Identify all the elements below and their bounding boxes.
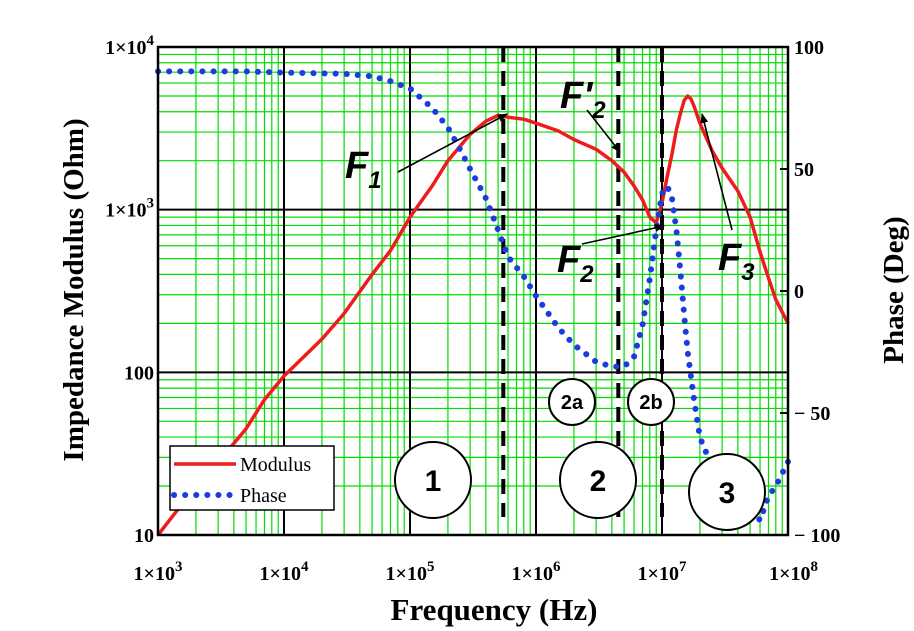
region-1-circle: 1 bbox=[394, 441, 472, 519]
region-2-circle: 2 bbox=[559, 441, 637, 519]
x-tick-label: 1×104 bbox=[260, 559, 309, 585]
f1-label: F1 bbox=[345, 145, 382, 194]
x-tick-label: 1×103 bbox=[134, 559, 183, 585]
f2-label: F2 bbox=[557, 239, 594, 288]
f1-arrow bbox=[397, 113, 508, 173]
f3-label: F3 bbox=[718, 237, 755, 286]
y2-tick-label: − 100 bbox=[794, 525, 840, 547]
modulus-series-line bbox=[156, 94, 790, 537]
left-axis-ticks: 10 100 1×103 1×104 bbox=[105, 33, 154, 547]
svg-text:1: 1 bbox=[425, 465, 442, 498]
svg-text:2b: 2b bbox=[639, 392, 662, 414]
y2-tick-label: 0 bbox=[794, 281, 804, 303]
legend-label-modulus: Modulus bbox=[240, 454, 311, 476]
x-axis-title: Frequency (Hz) bbox=[391, 592, 598, 627]
f3-arrow bbox=[700, 113, 733, 231]
y-tick-label: 1×103 bbox=[105, 196, 154, 222]
legend: Modulus Phase bbox=[169, 445, 335, 511]
svg-text:3: 3 bbox=[719, 477, 736, 510]
y2-tick-label: − 50 bbox=[794, 403, 830, 425]
x-tick-label: 1×107 bbox=[638, 559, 687, 585]
region-2a-circle: 2a bbox=[548, 378, 596, 426]
x-tick-label: 1×106 bbox=[512, 559, 561, 585]
y-tick-label: 10 bbox=[134, 525, 154, 547]
y-tick-label: 1×104 bbox=[105, 33, 154, 59]
svg-text:2: 2 bbox=[590, 465, 607, 498]
f2-prime-label: F'2 bbox=[560, 75, 606, 124]
y-axis-title: Impedance Modulus (Ohm) bbox=[58, 118, 90, 461]
f2-arrow bbox=[581, 224, 665, 245]
region-2b-circle: 2b bbox=[627, 378, 675, 426]
y2-tick-label: 50 bbox=[794, 159, 814, 181]
x-tick-label: 1×105 bbox=[386, 559, 435, 585]
legend-box bbox=[169, 445, 335, 511]
frequency-markers bbox=[501, 47, 664, 517]
y2-tick-label: 100 bbox=[794, 37, 824, 59]
f2-prime-arrow bbox=[586, 109, 621, 153]
minor-gridlines bbox=[158, 47, 788, 535]
y2-axis-title: Phase (Deg) bbox=[878, 216, 910, 363]
y-tick-label: 100 bbox=[124, 362, 154, 384]
x-tick-label: 1×108 bbox=[769, 559, 818, 585]
right-axis-ticks: 100 50 0 − 50 − 100 bbox=[780, 37, 840, 547]
annotations: F1 F'2 F2 F3 1 2 3 2a 2b bbox=[345, 75, 766, 531]
svg-text:2a: 2a bbox=[561, 392, 584, 414]
region-3-circle: 3 bbox=[688, 453, 766, 531]
legend-label-phase: Phase bbox=[240, 485, 287, 507]
bottom-axis-ticks: 1×103 1×104 1×105 1×106 1×107 1×108 bbox=[134, 559, 818, 585]
